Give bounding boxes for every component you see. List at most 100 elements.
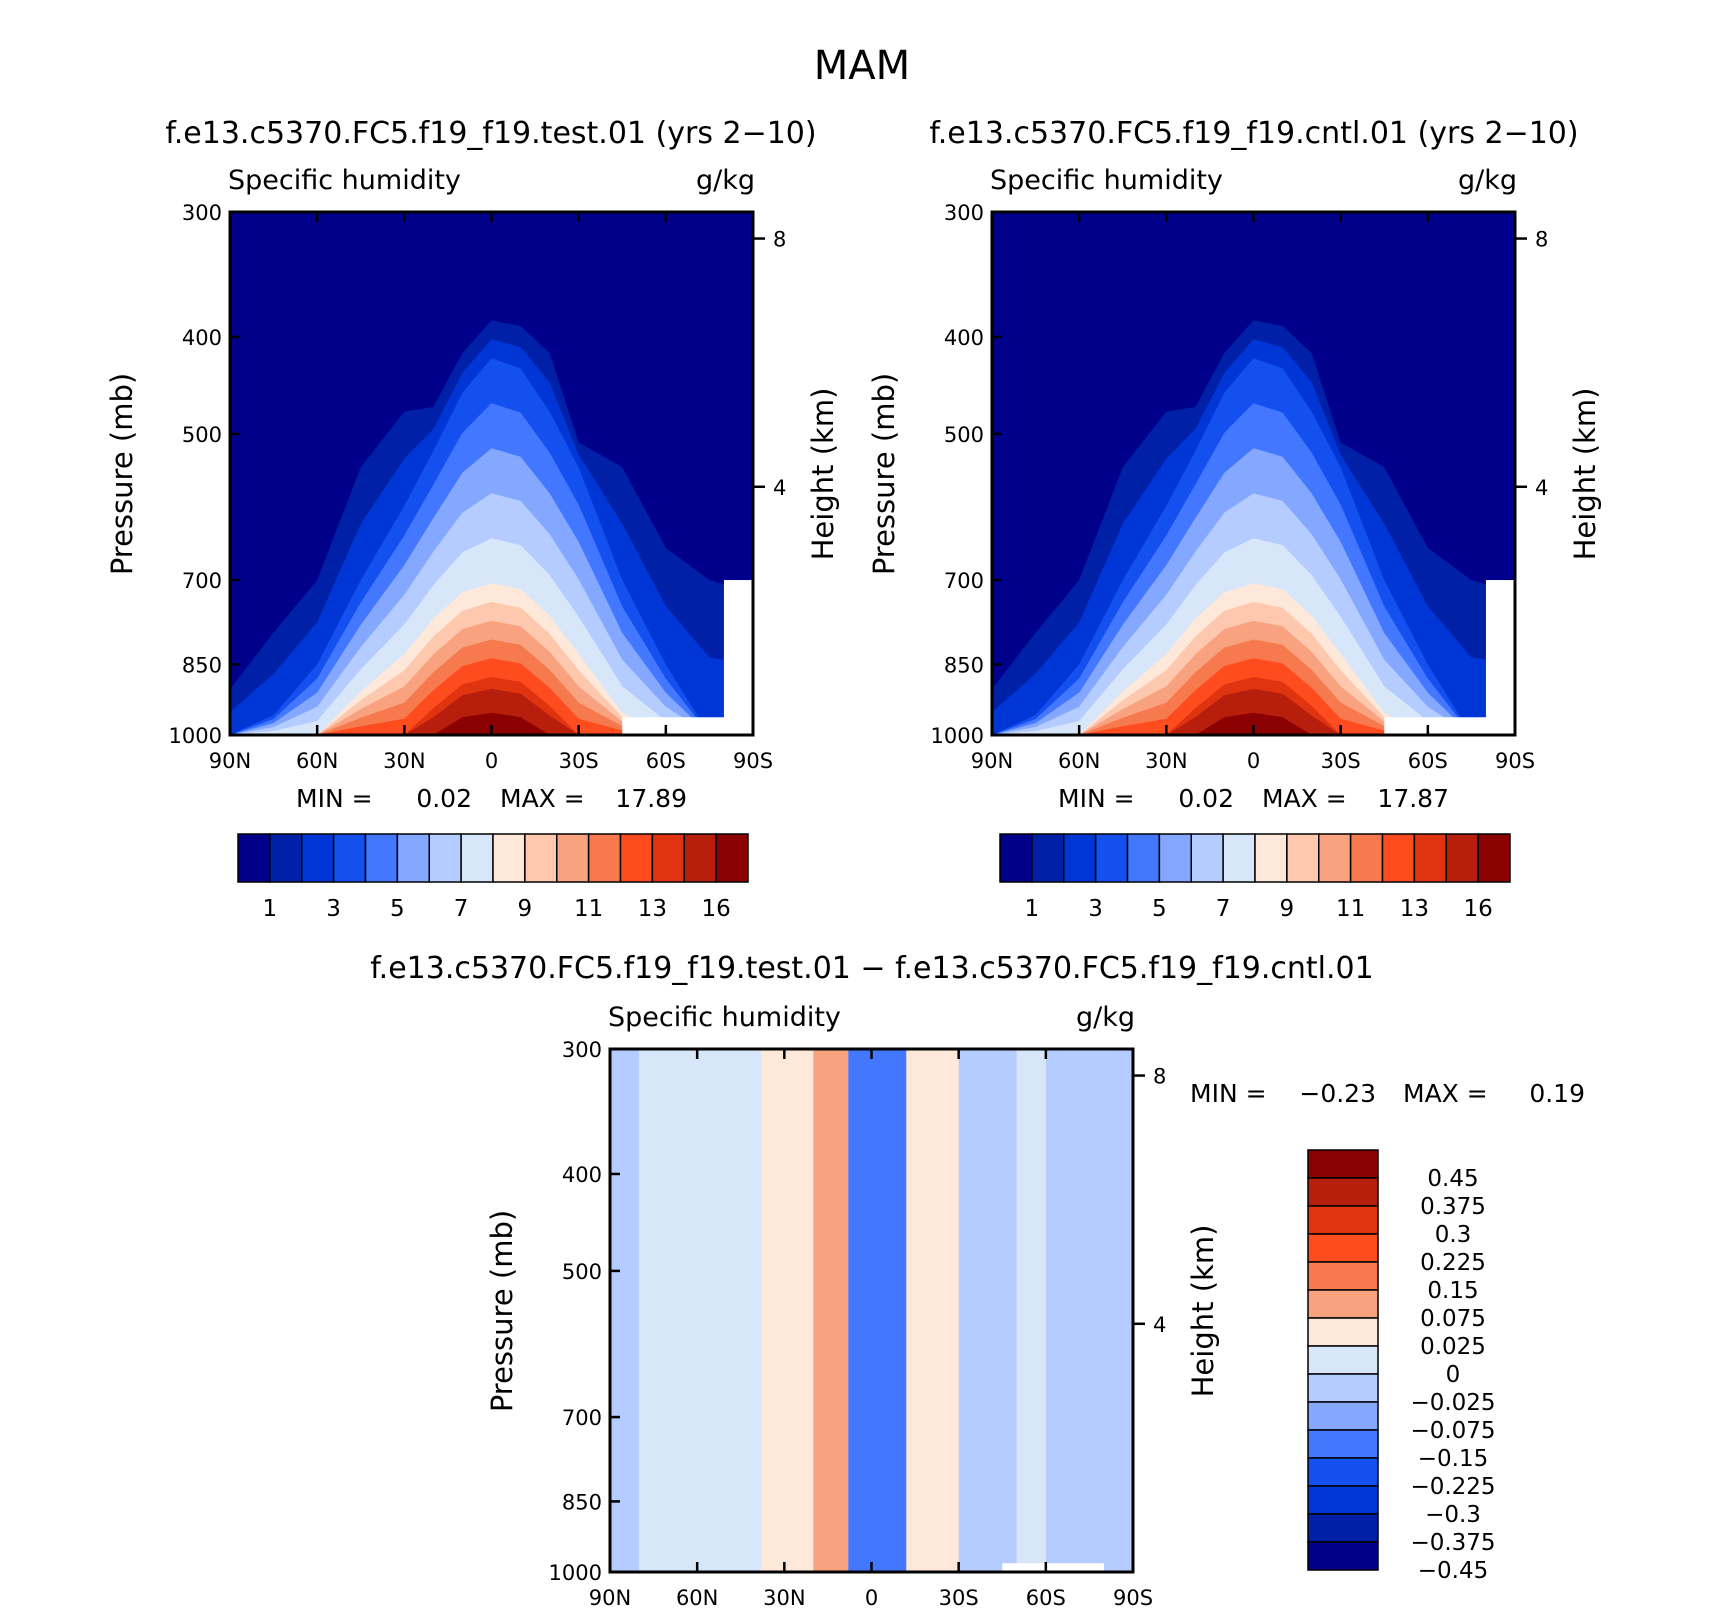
panel-test-ylabel: Pressure (mb)	[105, 373, 139, 575]
panel-test-min-value: 0.02	[416, 784, 472, 813]
colorbar-box	[524, 833, 558, 883]
colorbar-box	[1094, 833, 1129, 883]
colorbar-label: −0.375	[1410, 1530, 1495, 1556]
colorbar-label: −0.15	[1418, 1446, 1488, 1472]
topography-mask	[622, 717, 753, 735]
level-fill-band	[906, 1049, 959, 1572]
colorbar-box	[1307, 1345, 1379, 1375]
panel-diff-ylabel: Pressure (mb)	[485, 1210, 519, 1412]
lat-tick-label: 30N	[383, 749, 425, 773]
colorbar-box	[1126, 833, 1161, 883]
pressure-tick-label: 700	[182, 569, 222, 593]
colorbar-label: 7	[1216, 896, 1231, 922]
height-tick-label: 4	[1535, 476, 1548, 500]
colorbar-label: −0.45	[1418, 1558, 1488, 1584]
lat-tick-label: 30N	[1145, 749, 1187, 773]
pressure-tick-label: 400	[182, 326, 222, 350]
colorbar-box	[1158, 833, 1192, 883]
colorbar-box	[683, 833, 717, 883]
panel-cntl-y2label: Height (km)	[1568, 388, 1602, 561]
level-fill-band	[1016, 1049, 1046, 1572]
lat-tick-label: 30S	[559, 749, 599, 773]
pressure-tick-label: 1000	[549, 1561, 602, 1585]
panel-cntl: f.e13.c5370.FC5.f19_f19.cntl.01 (yrs 2−1…	[867, 116, 1602, 922]
colorbar-box	[1307, 1513, 1379, 1543]
lat-tick-label: 60N	[1058, 749, 1100, 773]
pressure-tick-label: 500	[944, 423, 984, 447]
colorbar-box	[269, 833, 303, 883]
colorbar-label: 11	[1336, 896, 1365, 922]
colorbar-box	[1307, 1149, 1379, 1179]
panel-diff-y2label: Height (km)	[1186, 1225, 1220, 1398]
panel-diff-max-label: MAX =	[1403, 1079, 1488, 1108]
lat-tick-label: 90S	[1495, 749, 1535, 773]
colorbar-label: 5	[1152, 896, 1167, 922]
colorbar-label: 13	[638, 896, 667, 922]
level-fill-band	[958, 1049, 1017, 1572]
colorbar-label: 3	[326, 896, 341, 922]
colorbar-box	[1190, 833, 1224, 883]
colorbar-label: 16	[1463, 896, 1492, 922]
colorbar-label: −0.075	[1410, 1418, 1495, 1444]
colorbar-box	[396, 833, 430, 883]
colorbar-box	[1413, 833, 1447, 883]
colorbar-box	[364, 833, 399, 883]
panel-cntl-left-label: Specific humidity	[990, 165, 1223, 196]
panel-cntl-title: f.e13.c5370.FC5.f19_f19.cntl.01 (yrs 2−1…	[929, 116, 1578, 151]
colorbar-label: 0.025	[1420, 1334, 1486, 1360]
figure-title: MAM	[814, 43, 910, 89]
pressure-tick-label: 300	[562, 1038, 602, 1062]
panel-cntl-min-value: 0.02	[1178, 784, 1234, 813]
pressure-tick-label: 1000	[931, 724, 984, 748]
panel-test-left-label: Specific humidity	[228, 165, 461, 196]
level-fill-band	[610, 1049, 640, 1572]
panel-diff-contours	[610, 1049, 1133, 1572]
colorbar-label: −0.3	[1425, 1502, 1481, 1528]
topography-mask	[1002, 1563, 1104, 1572]
height-tick-label: 4	[1153, 1313, 1166, 1337]
colorbar-box	[1307, 1177, 1379, 1207]
height-tick-label: 4	[773, 476, 786, 500]
colorbar-box	[1307, 1205, 1379, 1235]
colorbar-label: 0.375	[1420, 1194, 1486, 1220]
colorbar-label: 0.225	[1420, 1250, 1486, 1276]
level-fill-16	[992, 712, 1515, 735]
colorbar-label: 9	[1280, 896, 1295, 922]
colorbar-label: 0.45	[1427, 1166, 1478, 1192]
lat-tick-label: 60N	[296, 749, 338, 773]
colorbar-box	[715, 833, 749, 883]
panel-diff-min-value: −0.23	[1299, 1079, 1376, 1108]
colorbar-box	[1307, 1261, 1379, 1291]
pressure-tick-label: 700	[562, 1406, 602, 1430]
lat-tick-label: 60N	[676, 1586, 718, 1610]
colorbar-box	[1307, 1373, 1379, 1403]
level-fill-band	[639, 1049, 698, 1572]
colorbar-box	[301, 833, 335, 883]
lat-tick-label: 90S	[733, 749, 773, 773]
panel-test-units: g/kg	[696, 165, 755, 196]
topography-mask-edge	[1485, 580, 1515, 735]
pressure-tick-label: 1000	[169, 724, 222, 748]
panel-cntl-contours	[992, 212, 1515, 735]
topography-mask	[1384, 717, 1515, 735]
panel-cntl-max-label: MAX =	[1262, 784, 1347, 813]
panel-cntl-max-value: 17.87	[1377, 784, 1449, 813]
colorbar-box	[1307, 1457, 1379, 1487]
panel-cntl-colorbar: 1 3 5 7 9 11 13 16	[999, 833, 1511, 922]
colorbar-box	[1063, 833, 1097, 883]
pressure-tick-label: 400	[944, 326, 984, 350]
colorbar-box	[651, 833, 685, 883]
colorbar-box	[1307, 1429, 1379, 1459]
level-fill-band	[1045, 1049, 1133, 1572]
pressure-tick-label: 300	[944, 201, 984, 225]
colorbar-label: 0	[1446, 1362, 1461, 1388]
colorbar-box	[1286, 833, 1320, 883]
colorbar-box	[1222, 833, 1256, 883]
level-fill-band	[761, 1049, 814, 1572]
panel-test-max-value: 17.89	[615, 784, 687, 813]
panel-test-contours	[230, 212, 753, 735]
colorbar-box	[1307, 1401, 1379, 1431]
colorbar-box	[1307, 1289, 1379, 1319]
colorbar-label: 0.075	[1420, 1306, 1486, 1332]
